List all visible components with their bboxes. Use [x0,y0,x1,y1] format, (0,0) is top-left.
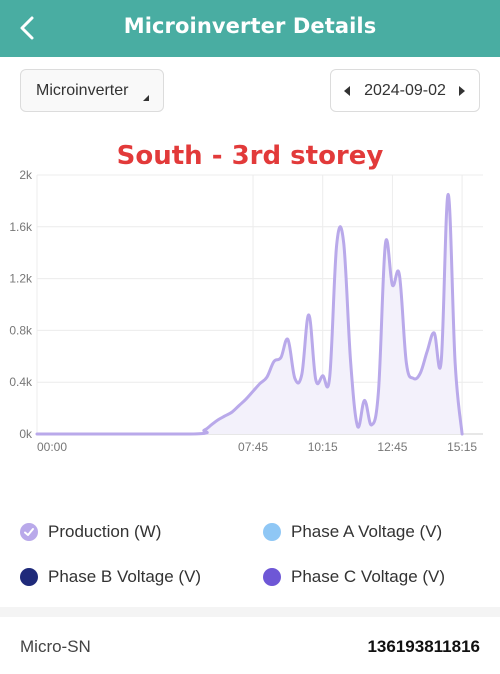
caret-down-icon [143,95,149,101]
color-dot-icon [263,568,281,586]
x-tick-label: 07:45 [238,440,268,454]
legend-item[interactable]: Production (W) [20,520,161,544]
legend-label: Phase C Voltage (V) [291,567,445,587]
micro-sn-row: Micro-SN 136193811816 [0,617,500,674]
color-dot-icon [263,523,281,541]
legend-label: Phase B Voltage (V) [48,567,201,587]
y-tick-label: 0k [19,427,33,441]
device-type-label: Microinverter [36,82,128,100]
legend-item[interactable]: Phase A Voltage (V) [263,520,442,544]
x-tick-label: 12:45 [377,440,407,454]
production-area [37,194,462,434]
legend-label: Phase A Voltage (V) [291,522,442,542]
micro-sn-label: Micro-SN [20,637,91,657]
y-tick-label: 0.4k [9,375,33,389]
main-content: Microinverter 2024-09-02 South - 3rd sto… [0,57,500,607]
micro-sn-value: 136193811816 [367,637,480,657]
device-type-dropdown[interactable]: Microinverter [20,69,164,112]
section-divider [0,607,500,617]
checkmark-icon [20,523,38,541]
app-header: Microinverter Details [0,0,500,57]
color-dot-icon [20,568,38,586]
legend-item[interactable]: Phase C Voltage (V) [263,565,445,589]
next-day-icon[interactable] [459,86,465,96]
x-tick-label: 00:00 [37,440,67,454]
x-tick-label: 10:15 [308,440,338,454]
date-picker: 2024-09-02 [330,69,480,112]
x-tick-label: 15:15 [447,440,477,454]
page-title: Microinverter Details [0,14,500,38]
production-chart[interactable]: 0k 0.4k 0.8k 1.2k 1.6k 2k 00:00 07:45 10:15 12:45… [0,117,500,527]
legend-label: Production (W) [48,522,161,542]
y-tick-label: 1.2k [9,272,33,286]
y-tick-label: 0.8k [9,323,33,337]
legend-item[interactable]: Phase B Voltage (V) [20,565,201,589]
y-tick-label: 2k [19,168,33,182]
selected-date[interactable]: 2024-09-02 [331,82,479,100]
y-tick-label: 1.6k [9,220,33,234]
